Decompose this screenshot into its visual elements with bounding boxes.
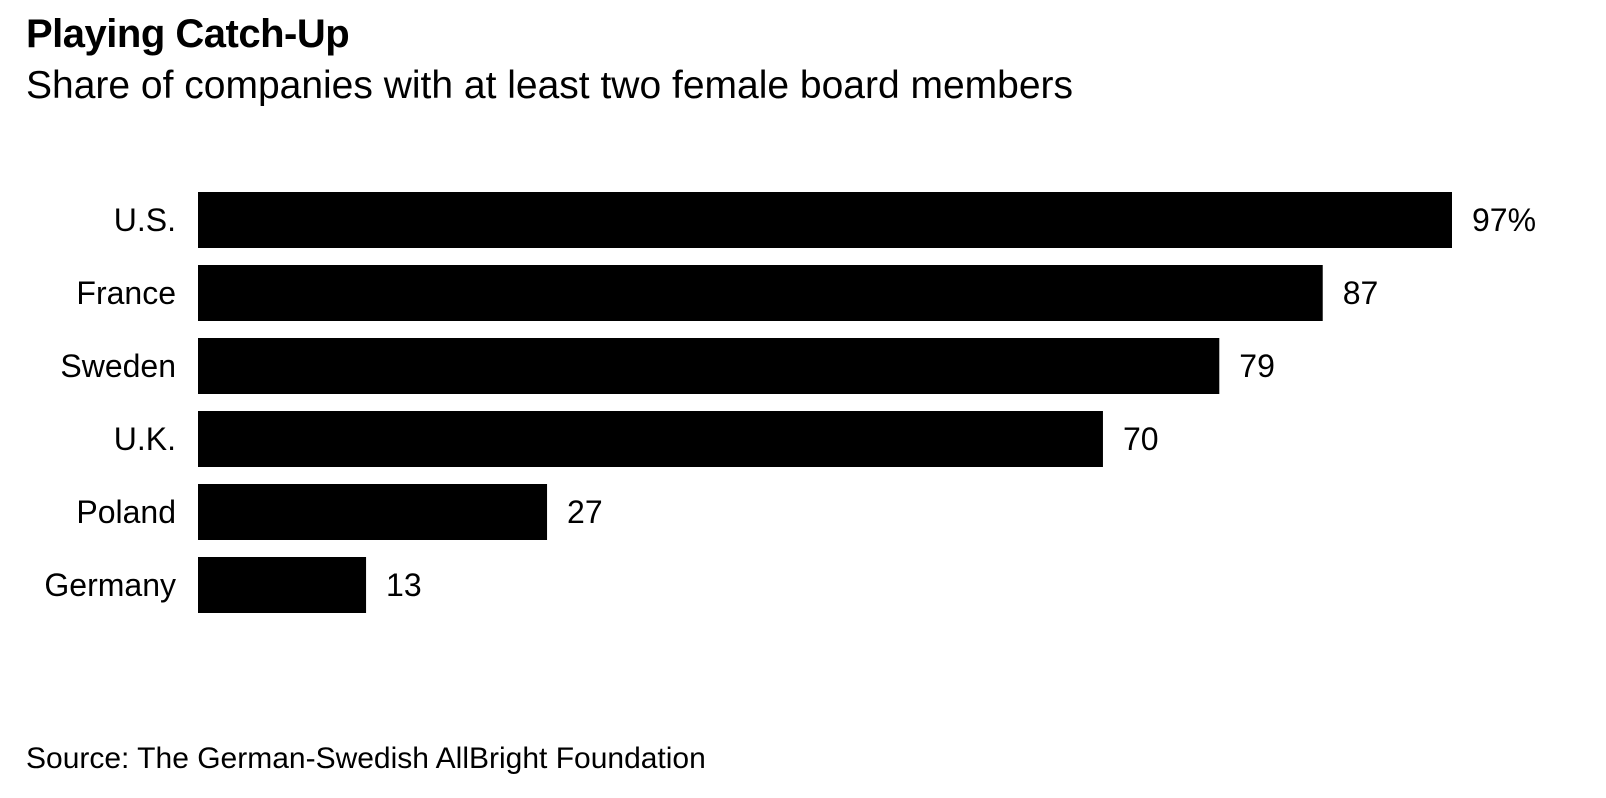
bar-germany xyxy=(198,557,367,613)
bar-france xyxy=(198,265,1323,321)
category-label: U.K. xyxy=(114,421,176,457)
chart-title: Playing Catch-Up xyxy=(26,12,350,56)
category-label: Germany xyxy=(44,567,176,603)
bar-u-k xyxy=(198,411,1103,467)
value-label: 97% xyxy=(1472,202,1536,238)
value-label: 79 xyxy=(1239,348,1275,384)
bar-u-s xyxy=(198,192,1452,248)
category-label: U.S. xyxy=(114,202,176,238)
value-label: 13 xyxy=(386,567,422,603)
category-label: Sweden xyxy=(60,348,176,384)
category-label: France xyxy=(76,275,176,311)
value-label: 27 xyxy=(567,494,603,530)
chart-subtitle: Share of companies with at least two fem… xyxy=(26,64,1074,107)
value-label: 70 xyxy=(1123,421,1159,457)
source-note: Source: The German-Swedish AllBright Fou… xyxy=(26,742,706,775)
bar-sweden xyxy=(198,338,1220,394)
category-label: Poland xyxy=(76,494,176,530)
value-label: 87 xyxy=(1343,275,1379,311)
bar-poland xyxy=(198,484,548,540)
